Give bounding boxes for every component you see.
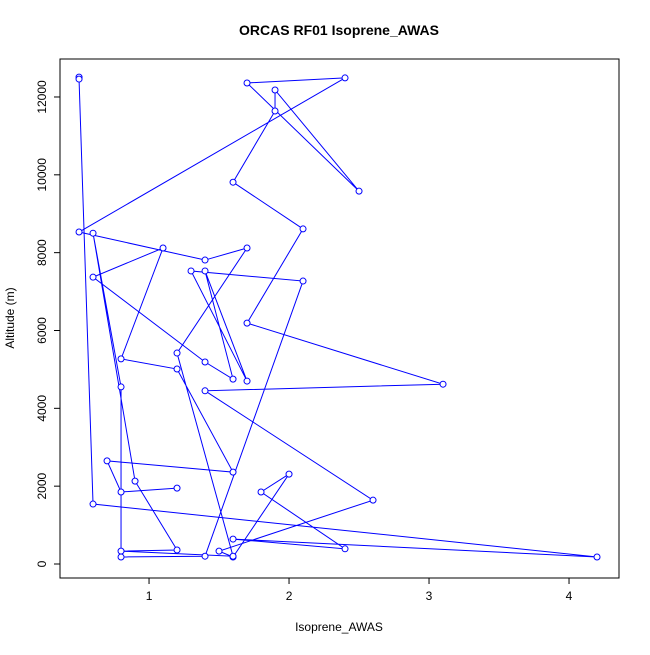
x-tick-label: 4 (566, 589, 573, 603)
point (89, 273, 97, 281)
point (201, 267, 209, 275)
y-tick-label: 12000 (35, 80, 49, 114)
point (117, 547, 125, 555)
point (159, 244, 167, 252)
point (89, 500, 97, 508)
x-tick-label: 3 (426, 589, 433, 603)
point (229, 178, 237, 186)
point (89, 229, 97, 237)
point (201, 358, 209, 366)
point (271, 107, 279, 115)
point (75, 75, 83, 83)
point (201, 552, 209, 560)
point (75, 228, 83, 236)
x-tick-label: 1 (146, 589, 153, 603)
x-tick-label: 2 (286, 589, 293, 603)
series-line (77, 77, 598, 558)
plot-frame (59, 58, 620, 579)
point (229, 468, 237, 476)
x-axis-label: Isoprene_AWAS (295, 620, 383, 634)
point (117, 553, 125, 561)
point (271, 86, 279, 94)
point (285, 470, 293, 478)
y-tick-label: 8000 (35, 239, 49, 266)
point (201, 387, 209, 395)
point (173, 484, 181, 492)
point (173, 546, 181, 554)
point (341, 74, 349, 82)
point (117, 383, 125, 391)
y-axis-label: Altitude (m) (3, 287, 17, 348)
point (243, 79, 251, 87)
point (243, 319, 251, 327)
y-tick-label: 6000 (35, 317, 49, 344)
point (173, 349, 181, 357)
point (299, 225, 307, 233)
point (341, 545, 349, 553)
point (201, 256, 209, 264)
point (103, 457, 111, 465)
point (243, 377, 251, 385)
y-tick-label: 10000 (35, 158, 49, 192)
point (187, 267, 195, 275)
point (173, 365, 181, 373)
y-tick-label: 4000 (35, 395, 49, 422)
point (299, 277, 307, 285)
point (117, 355, 125, 363)
point (131, 477, 139, 485)
point (439, 380, 447, 388)
chart-title: ORCAS RF01 Isoprene_AWAS (239, 22, 439, 38)
y-tick-label: 0 (35, 560, 49, 567)
point (229, 535, 237, 543)
point (229, 552, 237, 560)
point (229, 375, 237, 383)
point (593, 553, 601, 561)
point (369, 496, 377, 504)
point (243, 244, 251, 252)
point (355, 187, 363, 195)
point (215, 547, 223, 555)
point (257, 488, 265, 496)
point (117, 488, 125, 496)
y-tick-label: 2000 (35, 472, 49, 499)
